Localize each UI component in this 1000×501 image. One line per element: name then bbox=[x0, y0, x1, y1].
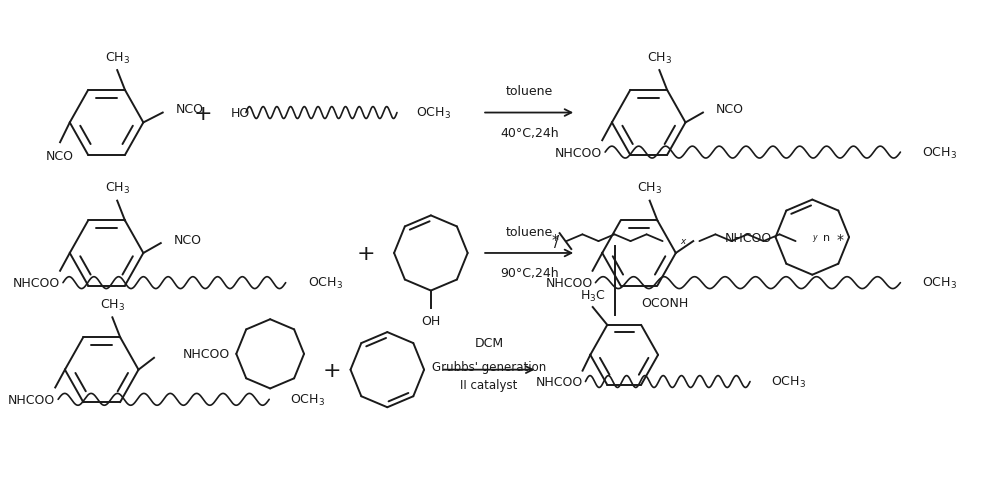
Text: CH$_3$: CH$_3$ bbox=[647, 51, 672, 66]
Text: +: + bbox=[323, 360, 341, 380]
Text: CH$_3$: CH$_3$ bbox=[100, 297, 125, 313]
Text: +: + bbox=[194, 103, 213, 123]
Text: OCH$_3$: OCH$_3$ bbox=[771, 374, 806, 389]
Text: NCO: NCO bbox=[716, 103, 744, 116]
Text: OCH$_3$: OCH$_3$ bbox=[922, 276, 957, 291]
Text: OCH$_3$: OCH$_3$ bbox=[308, 276, 343, 291]
Text: NHCOO: NHCOO bbox=[555, 146, 602, 159]
Text: CH$_3$: CH$_3$ bbox=[637, 181, 662, 196]
Text: OCH$_3$: OCH$_3$ bbox=[416, 106, 451, 121]
Text: NCO: NCO bbox=[46, 149, 74, 162]
Text: NHCOO: NHCOO bbox=[545, 277, 593, 290]
Text: OCH$_3$: OCH$_3$ bbox=[922, 145, 957, 160]
Text: toluene: toluene bbox=[506, 85, 553, 98]
Text: CH$_3$: CH$_3$ bbox=[105, 51, 130, 66]
Text: /: / bbox=[554, 234, 559, 249]
Text: n: n bbox=[823, 232, 830, 242]
Text: NHCOO: NHCOO bbox=[13, 277, 60, 290]
Text: OCONH: OCONH bbox=[642, 296, 689, 309]
Text: NCO: NCO bbox=[174, 233, 202, 246]
Text: CH$_3$: CH$_3$ bbox=[105, 181, 130, 196]
Text: NCO: NCO bbox=[176, 103, 204, 116]
Text: 40°C,24h: 40°C,24h bbox=[500, 127, 559, 140]
Text: II catalyst: II catalyst bbox=[460, 378, 518, 391]
Text: DCM: DCM bbox=[474, 337, 504, 350]
Text: $_x$: $_x$ bbox=[680, 233, 688, 246]
Text: 90°C,24h: 90°C,24h bbox=[500, 267, 559, 280]
Text: NHCOO: NHCOO bbox=[8, 393, 55, 406]
Text: Grubbs' generation: Grubbs' generation bbox=[432, 361, 546, 373]
Text: OCH$_3$: OCH$_3$ bbox=[290, 392, 325, 407]
Text: toluene: toluene bbox=[506, 225, 553, 238]
Text: NHCOO: NHCOO bbox=[183, 348, 230, 361]
Text: OH: OH bbox=[421, 314, 440, 327]
Text: *: * bbox=[551, 232, 558, 246]
Text: H$_3$C: H$_3$C bbox=[580, 288, 606, 303]
Text: NHCOO: NHCOO bbox=[725, 231, 772, 244]
Text: HO: HO bbox=[230, 107, 250, 120]
Text: *: * bbox=[837, 232, 844, 246]
Text: $_y$: $_y$ bbox=[812, 233, 818, 246]
Text: +: + bbox=[357, 243, 375, 264]
Text: NHCOO: NHCOO bbox=[535, 375, 583, 388]
